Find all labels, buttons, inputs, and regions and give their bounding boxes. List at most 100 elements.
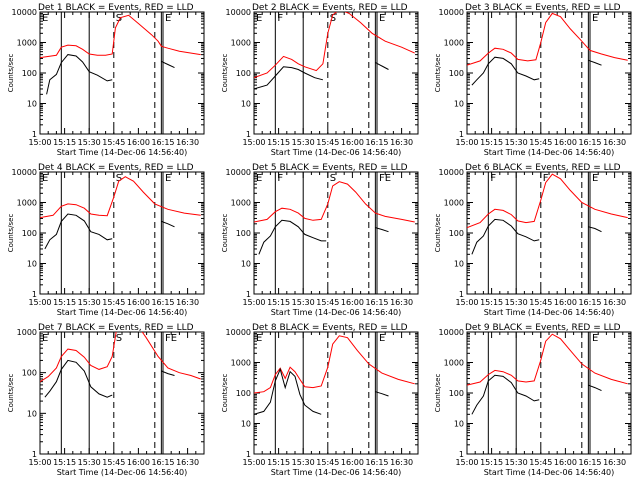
marker-label: S: [330, 173, 336, 184]
y-tick-label: 10: [454, 260, 464, 269]
marker-label: S: [330, 13, 336, 24]
y-tick-label: 10000: [226, 328, 251, 337]
y-tick-label: 1: [459, 290, 464, 299]
y-tick-label: 1000: [17, 328, 37, 337]
x-tick-label: 15:15: [267, 458, 290, 467]
y-tick-label: 1000: [444, 199, 464, 208]
y-tick-label: 10000: [439, 168, 464, 177]
x-tick-label: 16:15: [151, 298, 174, 307]
series-line-events: [471, 56, 602, 86]
y-tick-label: 10: [241, 260, 251, 269]
marker-label: E: [592, 13, 598, 24]
x-axis-label: Start Time (14-Dec-06 14:56:40): [484, 148, 615, 157]
series-line-lld: [40, 14, 201, 59]
marker-label: FE: [165, 333, 177, 344]
chart-title: Det 3 BLACK = Events, RED = LLD: [465, 3, 621, 13]
x-axis-label: Start Time (14-Dec-06 14:56:40): [484, 468, 615, 477]
x-axis-label: Start Time (14-Dec-06 14:56:40): [484, 308, 615, 317]
x-tick-label: 15:15: [480, 298, 503, 307]
y-tick-label: 100: [236, 69, 251, 78]
y-tick-label: 1000: [231, 39, 251, 48]
y-tick-label: 10: [27, 100, 37, 109]
series-line-lld: [467, 12, 628, 66]
chart-title: Det 6 BLACK = Events, RED = LLD: [465, 163, 621, 173]
x-tick-label: 16:15: [151, 458, 174, 467]
x-tick-label: 15:45: [316, 458, 339, 467]
y-tick-label: 10000: [226, 8, 251, 17]
chart-panel-5: Det 5 BLACK = Events, RED = LLD 1 10 100 100…: [221, 163, 419, 317]
series-line-lld: [467, 333, 628, 386]
y-tick-label: 10000: [12, 8, 37, 17]
series-line-lld: [254, 335, 415, 394]
x-tick-label: 15:30: [505, 138, 528, 147]
x-tick-label: 16:15: [365, 138, 388, 147]
chart-panel-1: Det 1 BLACK = Events, RED = LLD 1 10 100 100…: [7, 3, 205, 157]
plot-frame: [466, 171, 632, 295]
x-tick-label: 15:45: [102, 298, 125, 307]
marker-label: E: [379, 333, 385, 344]
chart-title: Det 2 BLACK = Events, RED = LLD: [252, 3, 408, 13]
x-tick-label: 15:15: [267, 298, 290, 307]
series-line-events: [254, 62, 389, 90]
x-tick-label: 15:00: [455, 458, 478, 467]
x-tick-label: 15:30: [292, 138, 315, 147]
y-tick-label: 1000: [444, 39, 464, 48]
x-tick-label: 16:00: [127, 298, 150, 307]
y-tick-label: 1: [32, 130, 37, 139]
x-axis-label: Start Time (14-Dec-06 14:56:40): [271, 468, 402, 477]
x-tick-label: 16:00: [554, 138, 577, 147]
series-line-lld: [40, 176, 201, 219]
y-tick-label: 1000: [17, 199, 37, 208]
x-tick-label: 15:45: [102, 458, 125, 467]
x-tick-label: 15:45: [529, 458, 552, 467]
y-tick-label: 100: [22, 229, 37, 238]
y-tick-label: 100: [449, 389, 464, 398]
chart-title: Det 7 BLACK = Events, RED = LLD: [38, 323, 194, 333]
series-line-events: [258, 219, 389, 255]
x-tick-label: 16:15: [365, 298, 388, 307]
marker-label: F: [277, 173, 283, 184]
y-axis-label: Counts/sec: [434, 54, 442, 93]
x-tick-label: 15:30: [78, 298, 101, 307]
series-line-lld: [254, 12, 415, 79]
marker-label: F: [490, 173, 496, 184]
plot-frame: [466, 11, 632, 135]
y-tick-label: 10: [241, 100, 251, 109]
y-tick-label: 1: [459, 130, 464, 139]
y-tick-label: 10: [454, 100, 464, 109]
y-tick-label: 100: [22, 369, 37, 378]
x-tick-label: 15:15: [480, 458, 503, 467]
marker-label: E: [592, 333, 598, 344]
x-tick-label: 16:15: [578, 138, 601, 147]
series-line-events: [471, 218, 602, 255]
y-tick-label: 1: [246, 450, 251, 459]
marker-label: E: [42, 13, 48, 24]
marker-label: E: [256, 333, 262, 344]
x-axis-label: Start Time (14-Dec-06 14:56:40): [271, 148, 402, 157]
y-tick-label: 1: [32, 290, 37, 299]
marker-label: E: [379, 13, 385, 24]
y-tick-label: 1: [459, 450, 464, 459]
x-tick-label: 15:00: [455, 138, 478, 147]
chart-panel-2: Det 2 BLACK = Events, RED = LLD 1 10 100 100…: [221, 3, 419, 157]
marker-label: E: [256, 173, 262, 184]
x-tick-label: 16:30: [176, 458, 199, 467]
y-tick-label: 1000: [444, 359, 464, 368]
y-axis-label: Counts/sec: [7, 374, 15, 413]
x-tick-label: 15:30: [505, 298, 528, 307]
marker-label: E: [42, 173, 48, 184]
x-axis-label: Start Time (14-Dec-06 14:56:40): [57, 308, 188, 317]
y-axis-label: Counts/sec: [221, 214, 229, 253]
x-tick-label: 15:30: [505, 458, 528, 467]
y-tick-label: 100: [449, 229, 464, 238]
marker-label: E: [256, 13, 262, 24]
y-tick-label: 1000: [231, 199, 251, 208]
x-tick-label: 15:45: [102, 138, 125, 147]
x-axis-label: Start Time (14-Dec-06 14:56:40): [57, 468, 188, 477]
marker-label: E: [165, 13, 171, 24]
plot-frame: [253, 331, 419, 455]
x-tick-label: 15:15: [480, 138, 503, 147]
x-tick-label: 16:00: [341, 458, 364, 467]
series-line-events: [44, 359, 175, 398]
